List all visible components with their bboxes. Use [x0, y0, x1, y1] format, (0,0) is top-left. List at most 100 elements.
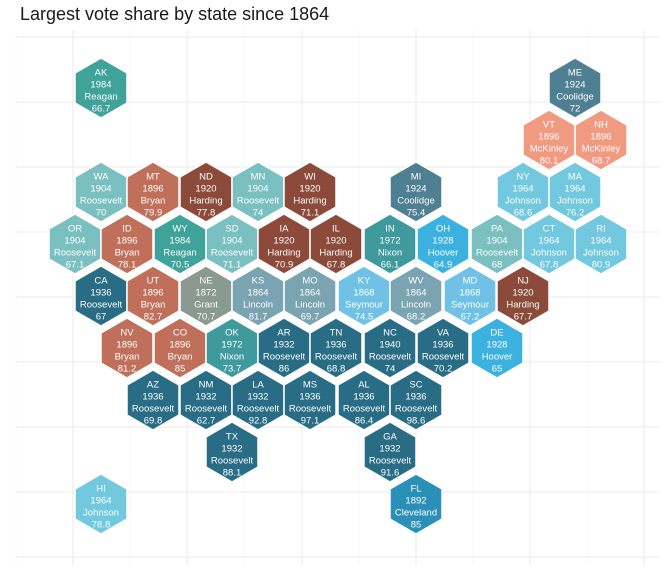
state-share: 70.7 [197, 312, 216, 323]
state-share: 79.9 [144, 208, 163, 219]
state-abbr: GA [383, 432, 397, 443]
state-year: 1928 [486, 340, 507, 351]
hex-shape [283, 161, 337, 223]
hex-shape [416, 213, 470, 275]
state-share: 69.8 [144, 416, 163, 427]
state-abbr: UT [147, 276, 160, 287]
state-abbr: IL [332, 224, 340, 235]
state-year: 1864 [405, 288, 426, 299]
state-year: 1868 [459, 288, 480, 299]
state-year: 1896 [169, 340, 190, 351]
state-year: 1920 [325, 236, 346, 247]
state-year: 1964 [590, 236, 611, 247]
state-candidate: Coolidge [397, 196, 435, 207]
state-candidate: Johnson [557, 196, 593, 207]
state-year: 1928 [432, 236, 453, 247]
state-abbr: WV [408, 276, 424, 287]
state-year: 1904 [247, 184, 268, 195]
state-abbr: MN [251, 172, 266, 183]
state-year: 1872 [195, 288, 216, 299]
state-candidate: Harding [506, 300, 539, 311]
state-abbr: AL [358, 380, 370, 391]
state-share: 70 [96, 208, 107, 219]
state-year: 1904 [486, 236, 507, 247]
state-candidate: Nixon [220, 352, 244, 363]
state-candidate: Roosevelt [237, 196, 280, 207]
state-candidate: Roosevelt [237, 404, 280, 415]
state-year: 1924 [405, 184, 426, 195]
state-candidate: Johnson [583, 248, 619, 259]
hex-shape [548, 57, 602, 119]
state-share: 97.1 [301, 416, 320, 427]
state-candidate: Lincoln [295, 300, 325, 311]
state-share: 86.4 [355, 416, 374, 427]
state-abbr: OR [68, 224, 82, 235]
state-year: 1920 [512, 288, 533, 299]
state-year: 1936 [299, 392, 320, 403]
state-abbr: RI [596, 224, 606, 235]
state-abbr: FL [410, 484, 421, 495]
state-abbr: PA [491, 224, 504, 235]
state-abbr: VT [543, 120, 555, 131]
state-candidate: Seymour [451, 300, 489, 311]
state-abbr: IA [280, 224, 290, 235]
state-share: 81.2 [118, 364, 137, 375]
state-year: 1904 [221, 236, 242, 247]
state-share: 75.4 [407, 208, 426, 219]
state-share: 68.8 [327, 364, 346, 375]
state-year: 1932 [195, 392, 216, 403]
state-year: 1896 [590, 132, 611, 143]
state-year: 1936 [405, 392, 426, 403]
state-candidate: Harding [293, 196, 326, 207]
state-abbr: MT [146, 172, 160, 183]
hex-shape [389, 369, 443, 431]
hex-shape [126, 369, 180, 431]
state-abbr: NM [199, 380, 214, 391]
state-candidate: Lincoln [401, 300, 431, 311]
state-year: 1896 [538, 132, 559, 143]
hex-shape [574, 109, 628, 171]
state-share: 67.8 [327, 260, 346, 271]
state-candidate: Bryan [115, 248, 140, 259]
state-candidate: Roosevelt [263, 352, 306, 363]
state-share: 66.1 [381, 260, 400, 271]
state-candidate: Reagan [84, 92, 117, 103]
state-share: 64.9 [434, 260, 453, 271]
state-candidate: McKinley [582, 144, 621, 155]
hex-shape [389, 473, 443, 535]
state-share: 82.7 [144, 312, 163, 323]
state-candidate: Roosevelt [289, 404, 332, 415]
state-abbr: MI [411, 172, 422, 183]
state-year: 1964 [538, 236, 559, 247]
state-abbr: MD [463, 276, 478, 287]
state-abbr: NC [383, 328, 397, 339]
state-share: 68.7 [592, 156, 611, 167]
state-abbr: VA [437, 328, 450, 339]
state-year: 1972 [379, 236, 400, 247]
state-year: 1984 [169, 236, 190, 247]
state-abbr: KS [252, 276, 265, 287]
state-share: 68 [492, 260, 503, 271]
state-share: 69.7 [301, 312, 320, 323]
state-abbr: WI [304, 172, 316, 183]
